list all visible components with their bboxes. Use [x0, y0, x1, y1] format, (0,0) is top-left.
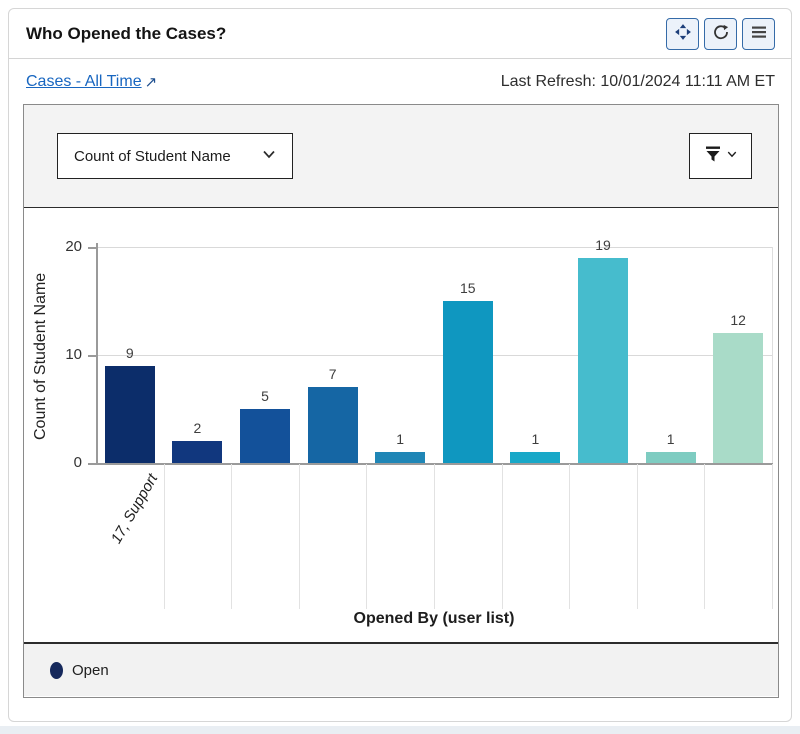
bar[interactable] — [645, 452, 696, 463]
widget-subheader: Cases - All Time ↗ Last Refresh: 10/01/2… — [9, 59, 791, 104]
y-tick-label: 20 — [65, 238, 82, 255]
x-axis-line — [96, 463, 773, 465]
x-category-label: 17, Support — [107, 471, 162, 547]
chevron-down-icon — [261, 146, 277, 166]
bar[interactable] — [510, 452, 561, 463]
chart-area: Count of Student Name 0 10 20 9 2 5 7 1 15 1 19 1 12… — [24, 208, 778, 644]
category-separator — [434, 464, 435, 609]
category-separator — [704, 464, 706, 609]
external-link-arrow-icon: ↗ — [144, 73, 158, 91]
y-axis-line — [96, 243, 98, 463]
bar-value-label: 1 — [396, 431, 405, 448]
header-actions — [666, 17, 775, 50]
y-tick-mark — [88, 463, 96, 465]
category-separator — [772, 464, 773, 609]
y-gridline — [96, 355, 772, 356]
legend-bar: Open — [24, 644, 778, 696]
bar-value-label: 1 — [531, 431, 540, 448]
category-separator — [569, 464, 571, 609]
filter-button[interactable] — [689, 133, 752, 179]
y-gridline — [96, 247, 772, 248]
plot-right-edge — [772, 247, 773, 463]
filter-icon — [703, 144, 723, 169]
measure-dropdown[interactable]: Count of Student Name — [57, 133, 293, 179]
page-title: Who Opened the Cases? — [26, 23, 227, 43]
legend-label: Open — [72, 661, 109, 679]
report-link[interactable]: Cases - All Time ↗ — [26, 73, 157, 91]
bar[interactable] — [104, 365, 155, 463]
refresh-button[interactable] — [704, 17, 737, 50]
category-separator — [501, 464, 503, 609]
menu-button[interactable] — [742, 17, 775, 50]
x-axis-title: Opened By (user list) — [353, 610, 515, 627]
bar[interactable] — [240, 409, 290, 463]
menu-icon — [751, 25, 767, 42]
page-background-strip — [0, 726, 800, 734]
bar[interactable] — [713, 333, 764, 463]
category-separator — [163, 464, 165, 609]
bar[interactable] — [442, 301, 493, 463]
last-refresh-text: Last Refresh: 10/01/2024 11:11 AM ET — [500, 72, 775, 90]
y-tick-label: 10 — [65, 346, 82, 363]
report-link-label: Cases - All Time — [26, 72, 142, 90]
bar-value-label: 2 — [193, 420, 202, 437]
bar[interactable] — [578, 257, 628, 463]
category-separator — [298, 464, 300, 609]
bar[interactable] — [172, 441, 223, 463]
category-separator — [366, 464, 368, 609]
y-tick-mark — [88, 247, 96, 249]
legend-marker — [50, 661, 63, 679]
bar[interactable] — [307, 387, 358, 463]
widget-card: Who Opened the Cases? — [8, 8, 792, 722]
chart-toolbar: Count of Student Name — [24, 105, 778, 208]
bar-value-label: 12 — [730, 312, 746, 329]
y-tick-mark — [88, 355, 96, 357]
move-icon — [673, 22, 693, 45]
measure-dropdown-value: Count of Student Name — [74, 147, 231, 165]
widget-header: Who Opened the Cases? — [9, 9, 791, 59]
bar-value-label: 5 — [261, 388, 269, 404]
bar-value-label: 7 — [328, 366, 337, 383]
chart-panel: Count of Student Name — [23, 104, 779, 698]
y-tick-label: 0 — [73, 454, 82, 471]
chevron-down-icon — [726, 147, 738, 165]
bar-value-label: 1 — [666, 431, 675, 448]
plot-area: 0 10 20 9 2 5 7 1 15 1 19 1 12 17, Support — [24, 208, 778, 642]
bar[interactable] — [375, 452, 426, 463]
bar-value-label: 15 — [460, 280, 476, 296]
category-separator — [636, 464, 638, 609]
bar-value-label: 19 — [595, 236, 611, 253]
category-separator — [231, 464, 233, 609]
bar-value-label: 9 — [125, 344, 134, 361]
move-button[interactable] — [666, 17, 699, 50]
refresh-icon — [712, 23, 730, 44]
